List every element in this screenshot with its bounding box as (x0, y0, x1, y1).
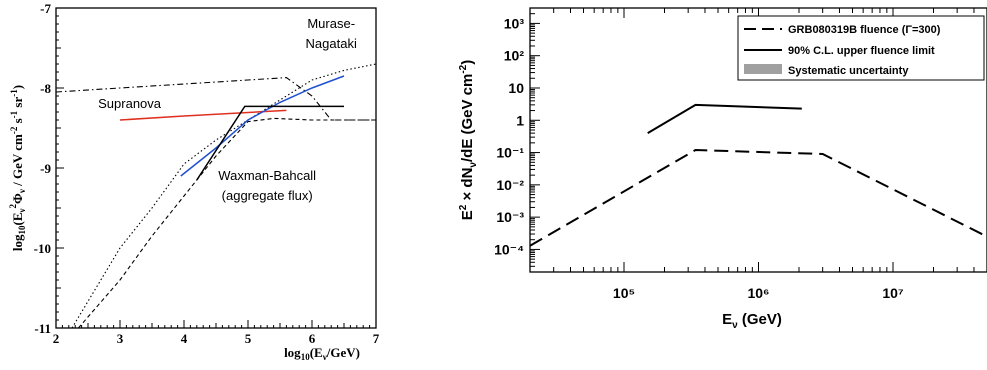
left-x-tick-label: 7 (373, 331, 380, 346)
left-annotation-2: Supranova (98, 96, 162, 111)
right-y-ticks: 10⁻⁴ 10⁻³ 10⁻² 10⁻¹ 1 10 10² 10³ (494, 7, 540, 273)
right-y-tick-label: 10³ (504, 15, 525, 31)
left-y-tick-label: -8 (40, 81, 51, 96)
left-annotations: Murase- Nagataki Supranova Waxman-Bahcall (a… (98, 16, 357, 203)
right-x-ticks: 10⁵ 10⁶ 10⁷ (529, 8, 987, 301)
left-annotation-3: Waxman-Bahcall (218, 168, 316, 183)
legend-label-upper-limit: 90% C.L. upper fluence limit (788, 45, 935, 57)
left-annotation-1: Nagataki (306, 36, 357, 51)
left-annotation-4: (aggregate flux) (222, 188, 313, 203)
right-y-tick-label: 10⁻¹ (496, 145, 524, 161)
left-series-line-5 (196, 105, 344, 181)
right-legend: GRB080319B fluence (Γ=300) 90% C.L. uppe… (737, 15, 985, 81)
left-y-tick-label: -7 (40, 1, 51, 16)
left-series-line-3 (119, 109, 287, 121)
left-annotation-0: Murase- (307, 16, 355, 31)
legend-label-fluence: GRB080319B fluence (Γ=300) (788, 24, 941, 36)
left-y-ticks: -11 -10 -9 -8 -7 (34, 1, 64, 336)
left-x-tick-label: 6 (309, 331, 316, 346)
right-y-tick-label: 10² (504, 48, 525, 64)
right-series-line-0 (529, 148, 987, 247)
right-y-axis-label: E2 × dNν/dE (GeV cm-2) (458, 60, 479, 221)
right-series-line-1 (647, 103, 802, 134)
left-chart: 2 3 4 5 6 7 -11 -10 -9 -8 -7 Murase- Nagataki Supra… (8, 1, 380, 362)
left-series-line-4 (180, 75, 345, 177)
right-y-tick-label: 10⁻³ (496, 209, 524, 225)
right-y-tick-label: 10⁻⁴ (494, 241, 524, 257)
right-x-tick-label: 10⁷ (882, 285, 904, 301)
left-y-axis-label: log10(Eν2Φν / GeV cm-2 s-1 sr-1) (8, 85, 27, 251)
left-x-tick-label: 2 (53, 331, 60, 346)
left-y-tick-label: -10 (34, 241, 51, 256)
left-series-line-1 (55, 77, 376, 121)
right-y-tick-label: 1 (516, 112, 524, 128)
right-x-axis-label: Eν (GeV) (722, 311, 782, 331)
left-series-line-2 (77, 117, 376, 329)
left-x-tick-label: 5 (245, 331, 252, 346)
left-x-tick-label: 3 (117, 331, 124, 346)
left-x-ticks: 2 3 4 5 6 7 (53, 320, 380, 346)
right-chart: 10⁵ 10⁶ 10⁷ 10⁻⁴ 10⁻³ 10⁻² 10⁻¹ 1 10 10² 10³ GRB0… (458, 7, 987, 331)
right-y-tick-label: 10⁻² (496, 177, 524, 193)
right-x-tick-label: 10⁵ (613, 285, 635, 301)
right-y-tick-label: 10 (508, 80, 524, 96)
right-x-tick-label: 10⁶ (747, 285, 769, 301)
left-series (55, 63, 377, 329)
left-y-tick-label: -9 (40, 161, 51, 176)
legend-label-systematic: Systematic uncertainty (788, 65, 909, 77)
left-x-tick-label: 4 (181, 331, 188, 346)
legend-swatch-systematic (744, 64, 782, 74)
left-x-axis-label: log10(Eν/GeV) (284, 345, 360, 362)
right-series (529, 103, 987, 247)
left-y-tick-label: -11 (34, 321, 51, 336)
left-plot-frame (55, 7, 377, 329)
